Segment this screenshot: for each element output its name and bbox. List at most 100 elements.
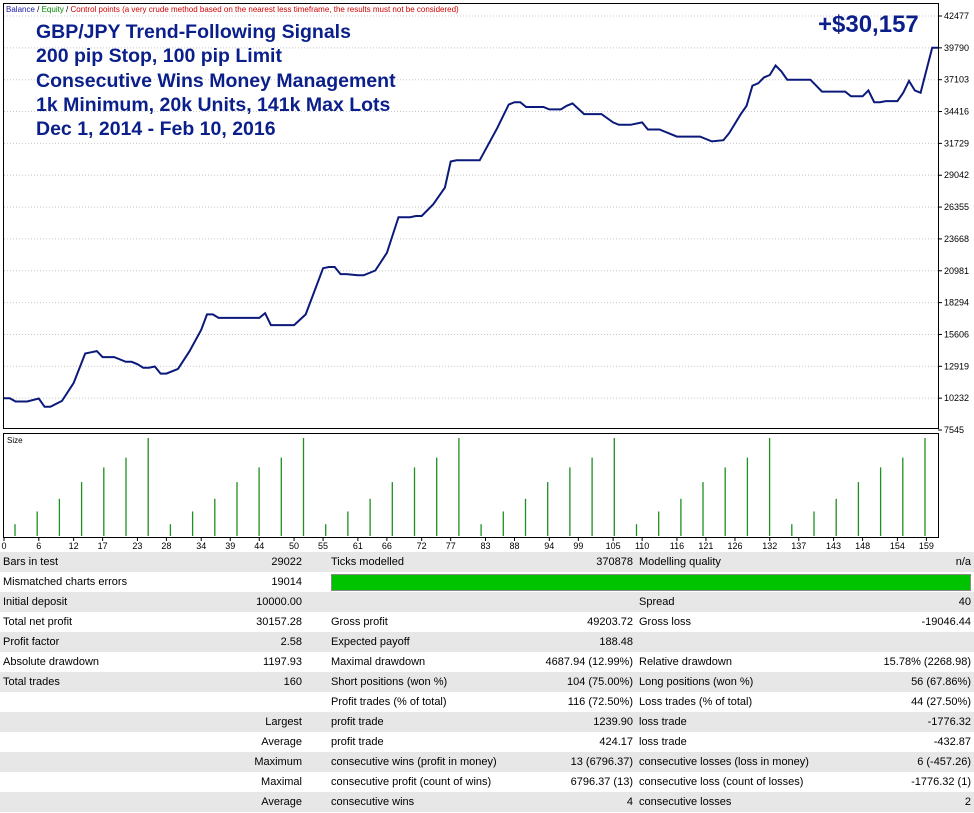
y-tick-label: 34416 — [944, 107, 969, 117]
report-label: loss trade — [636, 712, 836, 732]
y-tick-label: 10232 — [944, 393, 969, 403]
report-value: Maximal — [160, 772, 305, 792]
x-tick-label: 105 — [606, 541, 621, 551]
report-value: -1776.32 — [836, 712, 974, 732]
legend-balance: Balance — [6, 5, 35, 14]
report-label: Gross loss — [636, 612, 836, 632]
x-tick-label: 17 — [98, 541, 108, 551]
x-tick-label: 34 — [196, 541, 206, 551]
balance-line — [4, 46, 938, 408]
report-label: profit trade — [328, 712, 503, 732]
report-value: Largest — [160, 712, 305, 732]
report-label: Expected payoff — [328, 632, 503, 652]
report-label — [636, 632, 836, 652]
report-value: Maximum — [160, 752, 305, 772]
report-label: Modelling quality — [636, 552, 836, 572]
y-tick-label: 42477 — [944, 11, 969, 21]
report-label: Bars in test — [0, 552, 160, 572]
report-value: 30157.28 — [160, 612, 305, 632]
report-label: consecutive profit (count of wins) — [328, 772, 503, 792]
report-spacer — [305, 672, 328, 692]
report-spacer — [305, 692, 328, 712]
title-line: Consecutive Wins Money Management — [36, 69, 396, 92]
y-tick-label: 29042 — [944, 170, 969, 180]
x-tick-label: 55 — [318, 541, 328, 551]
report-value: 1197.93 — [160, 652, 305, 672]
report-spacer — [305, 652, 328, 672]
report-label: Initial deposit — [0, 592, 160, 612]
report-label — [328, 592, 503, 612]
report-row: Largest profit trade 1239.90 loss trade -177… — [0, 712, 974, 732]
report-label — [0, 692, 160, 712]
report-label: consecutive loss (count of losses) — [636, 772, 836, 792]
x-tick-label: 116 — [670, 541, 684, 551]
report-value: 1239.90 — [503, 712, 636, 732]
title-line: 200 pip Stop, 100 pip Limit — [36, 45, 282, 68]
report-label: Ticks modelled — [328, 552, 503, 572]
report-value: -1776.32 (1) — [836, 772, 974, 792]
report-label: loss trade — [636, 732, 836, 752]
report-row: Initial deposit 10000.00 Spread 40 — [0, 592, 974, 612]
legend-separator: / — [34, 5, 42, 14]
x-tick-label: 23 — [132, 541, 142, 551]
report-value: 2.58 — [160, 632, 305, 652]
x-tick-label: 39 — [225, 541, 235, 551]
report-row: Absolute drawdown 1197.93 Maximal drawdown… — [0, 652, 974, 672]
x-tick-label: 28 — [161, 541, 171, 551]
title-line: Dec 1, 2014 - Feb 10, 2016 — [36, 118, 276, 141]
report-value: 370878 — [503, 552, 636, 572]
report-label: consecutive wins (profit in money) — [328, 752, 503, 772]
report-row: Average profit trade 424.17 loss trade -432.… — [0, 732, 974, 752]
x-tick-label: 50 — [289, 541, 299, 551]
report-value — [160, 692, 305, 712]
x-tick-label: 88 — [510, 541, 520, 551]
legend-equity: Equity — [41, 5, 64, 14]
report-value: 6796.37 (13) — [503, 772, 636, 792]
y-tick-label: 37103 — [944, 75, 969, 85]
y-tick-label: 7545 — [944, 425, 964, 435]
title-line: GBP/JPY Trend-Following Signals — [36, 21, 351, 43]
report-value: -19046.44 — [836, 612, 974, 632]
report-value: 10000.00 — [160, 592, 305, 612]
report-label: Mismatched charts errors — [0, 572, 160, 592]
x-tick-label: 61 — [353, 541, 363, 551]
report-label: Relative drawdown — [636, 652, 836, 672]
report-label: consecutive wins — [328, 792, 503, 812]
report-label — [0, 772, 160, 792]
report-label: Short positions (won %) — [328, 672, 503, 692]
report-label: Gross profit — [328, 612, 503, 632]
report-value: 49203.72 — [503, 612, 636, 632]
x-tick-label: 72 — [417, 541, 427, 551]
x-tick-label: 77 — [446, 541, 456, 551]
backtest-report-table: Bars in test 29022 Ticks modelled 370878 Mod… — [0, 552, 974, 812]
chart-legend: Balance / Equity / Control points (a ver… — [6, 5, 459, 14]
report-spacer — [305, 712, 328, 732]
report-value — [836, 632, 974, 652]
x-tick-label: 154 — [890, 541, 905, 551]
report-value: 424.17 — [503, 732, 636, 752]
x-tick-label: 110 — [635, 541, 649, 551]
x-tick-label: 94 — [544, 541, 554, 551]
legend-control-points: Control points (a very crude method base… — [70, 5, 459, 14]
report-row: Mismatched charts errors 19014 — [0, 572, 974, 592]
report-value: n/a — [836, 552, 974, 572]
x-tick-label: 6 — [36, 541, 41, 551]
report-row: Average consecutive wins 4 consecutive loss… — [0, 792, 974, 812]
report-label: Profit trades (% of total) — [328, 692, 503, 712]
report-label: Profit factor — [0, 632, 160, 652]
report-row: Profit factor 2.58 Expected payoff 188.48 — [0, 632, 974, 652]
report-value: 13 (6796.37) — [503, 752, 636, 772]
x-tick-label: 99 — [573, 541, 583, 551]
report-spacer — [305, 732, 328, 752]
x-tick-label: 143 — [826, 541, 841, 551]
report-value: 40 — [836, 592, 974, 612]
report-value: 15.78% (2268.98) — [836, 652, 974, 672]
modelling-quality-bar — [331, 574, 971, 591]
report-spacer — [305, 772, 328, 792]
x-tick-label: 126 — [727, 541, 742, 551]
report-label: consecutive losses (loss in money) — [636, 752, 836, 772]
x-tick-label: 12 — [69, 541, 79, 551]
report-row: Profit trades (% of total) 116 (72.50%) Lo… — [0, 692, 974, 712]
report-value: 188.48 — [503, 632, 636, 652]
report-value: 160 — [160, 672, 305, 692]
